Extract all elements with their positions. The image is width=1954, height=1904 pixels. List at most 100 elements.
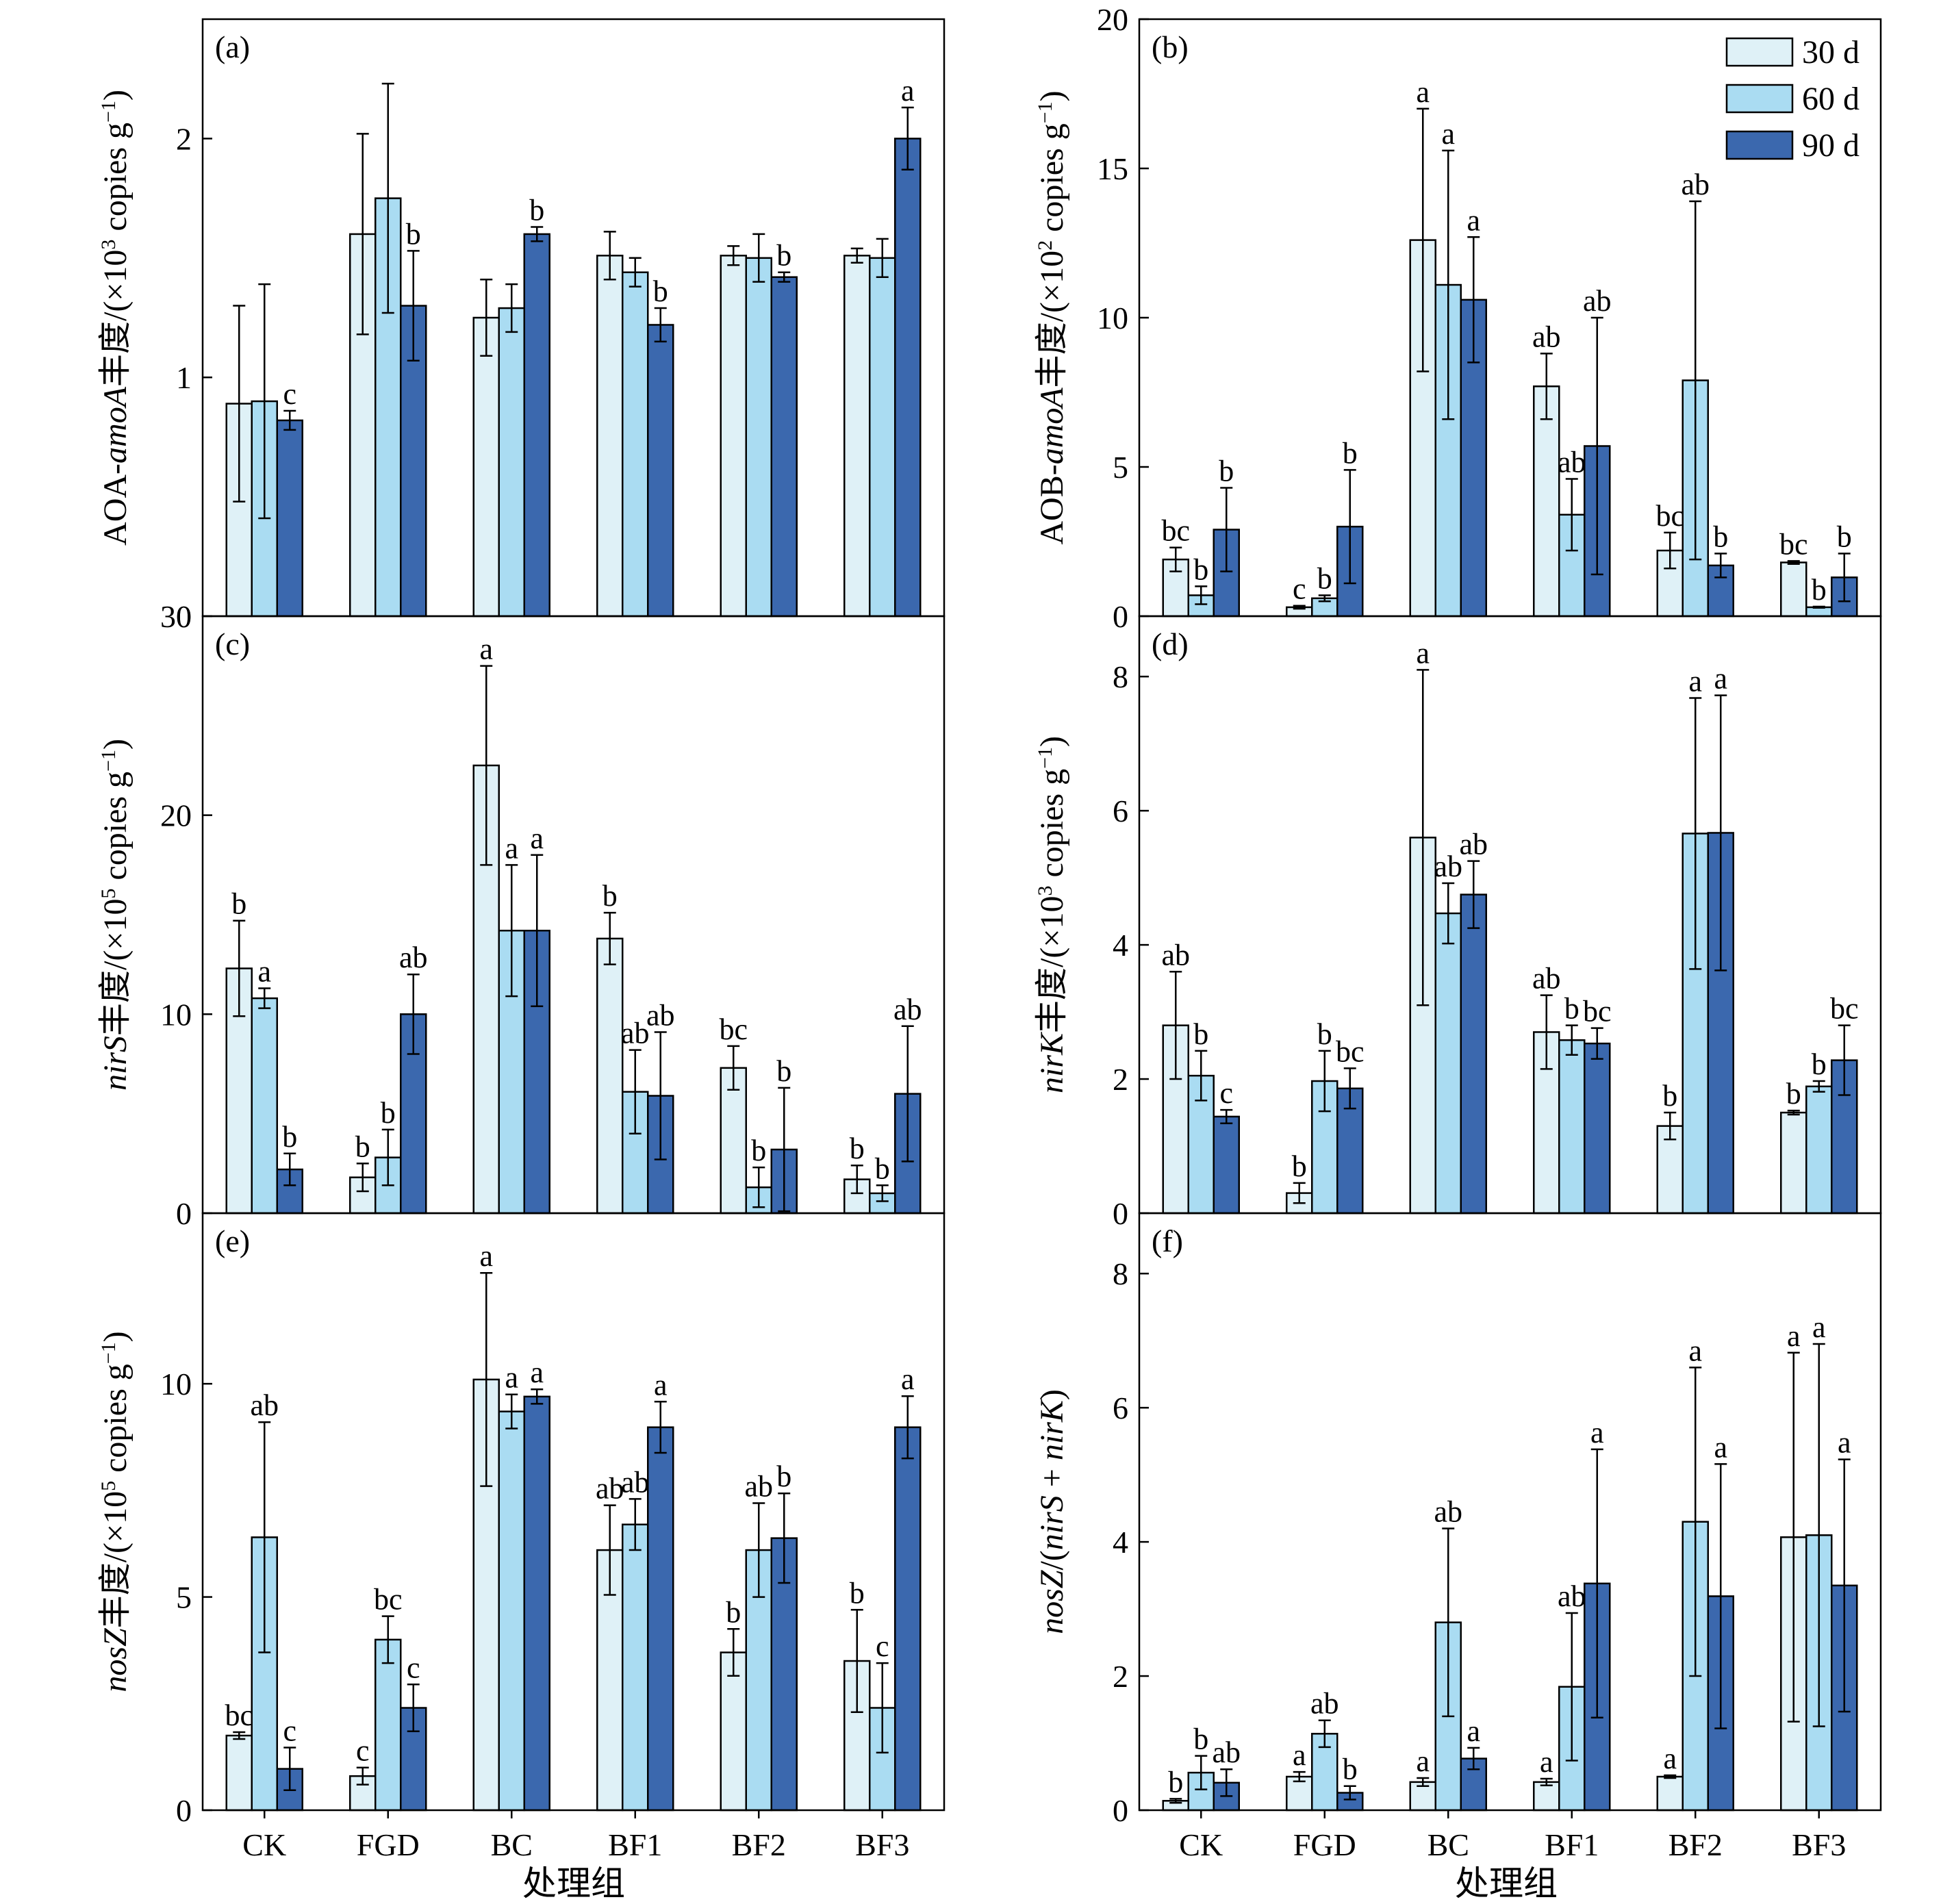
significance-label-c-CK-60d: a bbox=[257, 955, 271, 989]
significance-label-f-BC-90d: a bbox=[1467, 1714, 1480, 1748]
significance-label-b-BF1-90d: ab bbox=[1583, 284, 1612, 318]
bar-a-BF1-60d bbox=[622, 271, 649, 618]
significance-label-b-CK-60d: b bbox=[1193, 553, 1208, 586]
significance-label-d-BC-30d: a bbox=[1416, 636, 1430, 670]
significance-label-e-BC-30d: a bbox=[479, 1239, 493, 1273]
bar-c-BF1-30d bbox=[596, 937, 624, 1215]
significance-label-b-BF3-30d: bc bbox=[1779, 527, 1808, 561]
x-tick-label-e-BF2: BF2 bbox=[732, 1827, 786, 1862]
bar-a-BF3-90d bbox=[894, 138, 922, 618]
bar-a-BC-30d bbox=[472, 316, 500, 618]
panel-tag-c: (c) bbox=[215, 626, 250, 661]
significance-label-c-FGD-90d: ab bbox=[399, 941, 428, 974]
bar-d-BC-60d bbox=[1434, 912, 1462, 1215]
significance-label-b-BC-30d: a bbox=[1416, 75, 1430, 109]
bar-d-BF2-60d bbox=[1682, 833, 1709, 1215]
bar-f-FGD-30d bbox=[1286, 1775, 1313, 1812]
significance-label-b-CK-30d: bc bbox=[1161, 514, 1190, 548]
significance-label-e-BF3-60d: c bbox=[876, 1629, 889, 1663]
significance-label-d-BC-90d: ab bbox=[1459, 828, 1488, 861]
x-tick-label-f-CK: CK bbox=[1179, 1827, 1223, 1862]
legend-swatch-2 bbox=[1725, 84, 1794, 114]
bar-c-CK-90d bbox=[276, 1168, 303, 1215]
significance-label-a-BF1-90d: b bbox=[653, 275, 668, 308]
plot-frame-d bbox=[1138, 615, 1882, 1215]
bar-d-BF3-30d bbox=[1780, 1111, 1807, 1215]
bar-a-CK-90d bbox=[276, 419, 303, 618]
bar-e-BF1-60d bbox=[622, 1523, 649, 1812]
significance-label-c-BC-90d: a bbox=[530, 822, 544, 855]
x-tick-label-f-BC: BC bbox=[1428, 1827, 1469, 1862]
panel-tag-f: (f) bbox=[1152, 1223, 1183, 1258]
significance-label-d-BF1-60d: b bbox=[1564, 992, 1579, 1026]
significance-label-b-BF2-90d: b bbox=[1713, 520, 1728, 553]
y-tick-label-f-2: 2 bbox=[1113, 1659, 1128, 1694]
significance-label-c-BF1-90d: ab bbox=[646, 998, 675, 1032]
significance-label-e-BF1-30d: ab bbox=[596, 1472, 624, 1506]
significance-label-f-FGD-90d: b bbox=[1343, 1753, 1358, 1786]
y-tick-label-c-0: 0 bbox=[176, 1196, 192, 1231]
plot-frame-f bbox=[1138, 1212, 1882, 1812]
bar-d-BC-90d bbox=[1460, 893, 1487, 1215]
significance-label-b-BF1-30d: ab bbox=[1532, 320, 1561, 353]
significance-label-d-BF1-30d: ab bbox=[1532, 962, 1561, 995]
legend-swatch-1 bbox=[1725, 37, 1794, 67]
significance-label-e-BF1-60d: ab bbox=[621, 1465, 650, 1499]
panel-a: c b b b b a 0 1 2 (a) AOA-amoA丰度/(×103 copies g−1) bbox=[97, 18, 946, 634]
significance-label-f-FGD-60d: ab bbox=[1310, 1687, 1339, 1721]
significance-label-d-FGD-60d: b bbox=[1317, 1017, 1332, 1051]
significance-label-d-BC-60d: ab bbox=[1434, 850, 1462, 883]
y-axis-title-f: nosZ/(nirS + nirK) bbox=[1034, 1389, 1070, 1634]
significance-label-d-BF2-90d: a bbox=[1714, 662, 1727, 696]
bar-a-BF2-90d bbox=[770, 276, 798, 618]
significance-label-e-BF1-90d: a bbox=[654, 1368, 668, 1401]
significance-label-d-CK-90d: c bbox=[1219, 1076, 1233, 1110]
y-tick-label-d-4: 4 bbox=[1113, 928, 1128, 963]
y-tick-label-c-20: 20 bbox=[160, 798, 192, 833]
significance-label-d-BF3-90d: bc bbox=[1830, 992, 1859, 1026]
y-tick-label-f-0: 0 bbox=[1113, 1793, 1128, 1828]
x-tick-label-f-BF2: BF2 bbox=[1668, 1827, 1723, 1862]
y-axis-title-a: AOA-amoA丰度/(×103 copies g−1) bbox=[97, 90, 134, 546]
significance-label-e-BC-90d: a bbox=[530, 1356, 544, 1389]
significance-label-e-BC-60d: a bbox=[505, 1361, 518, 1395]
significance-label-f-BF3-60d: a bbox=[1812, 1310, 1826, 1344]
bar-e-CK-30d bbox=[225, 1734, 253, 1812]
significance-label-d-BF3-60d: b bbox=[1812, 1048, 1827, 1081]
significance-label-c-FGD-30d: b bbox=[355, 1130, 370, 1163]
x-tick-label-e-BF3: BF3 bbox=[855, 1827, 909, 1862]
x-tick-label-f-BF3: BF3 bbox=[1792, 1827, 1846, 1862]
y-tick-label-c-30: 30 bbox=[160, 599, 192, 634]
significance-label-b-FGD-90d: b bbox=[1343, 436, 1358, 470]
significance-label-d-BF1-90d: bc bbox=[1583, 995, 1612, 1028]
significance-label-c-BF3-90d: ab bbox=[893, 993, 922, 1026]
bar-a-BC-90d bbox=[523, 233, 550, 618]
significance-label-b-BF3-90d: b bbox=[1837, 520, 1852, 553]
significance-label-c-BF2-90d: b bbox=[776, 1054, 791, 1088]
y-tick-label-e-0: 0 bbox=[176, 1793, 192, 1828]
y-tick-label-a-0: 0 bbox=[176, 599, 192, 634]
significance-label-f-CK-60d: b bbox=[1193, 1723, 1208, 1756]
significance-label-b-FGD-30d: c bbox=[1293, 572, 1306, 606]
significance-label-e-BF3-30d: b bbox=[850, 1576, 865, 1610]
bar-a-BF3-30d bbox=[843, 255, 871, 618]
significance-label-b-BC-90d: a bbox=[1467, 203, 1480, 237]
significance-label-d-BF3-30d: b bbox=[1786, 1077, 1801, 1110]
bar-a-BF2-30d bbox=[720, 255, 747, 618]
x-tick-label-e-CK: CK bbox=[242, 1827, 286, 1862]
y-tick-label-b-10: 10 bbox=[1097, 301, 1128, 335]
y-tick-label-e-5: 5 bbox=[176, 1580, 192, 1615]
significance-label-c-FGD-60d: b bbox=[381, 1096, 396, 1130]
significance-label-a-BF2-90d: b bbox=[776, 239, 791, 272]
significance-label-c-BF1-60d: ab bbox=[621, 1017, 650, 1050]
significance-label-d-CK-60d: b bbox=[1193, 1017, 1208, 1051]
panel-tag-a: (a) bbox=[215, 29, 250, 64]
legend-label-3: 90 d bbox=[1802, 127, 1860, 164]
plot-frame-c bbox=[201, 615, 946, 1215]
bar-d-BF1-90d bbox=[1584, 1042, 1611, 1215]
significance-label-b-BF3-60d: b bbox=[1812, 573, 1827, 607]
